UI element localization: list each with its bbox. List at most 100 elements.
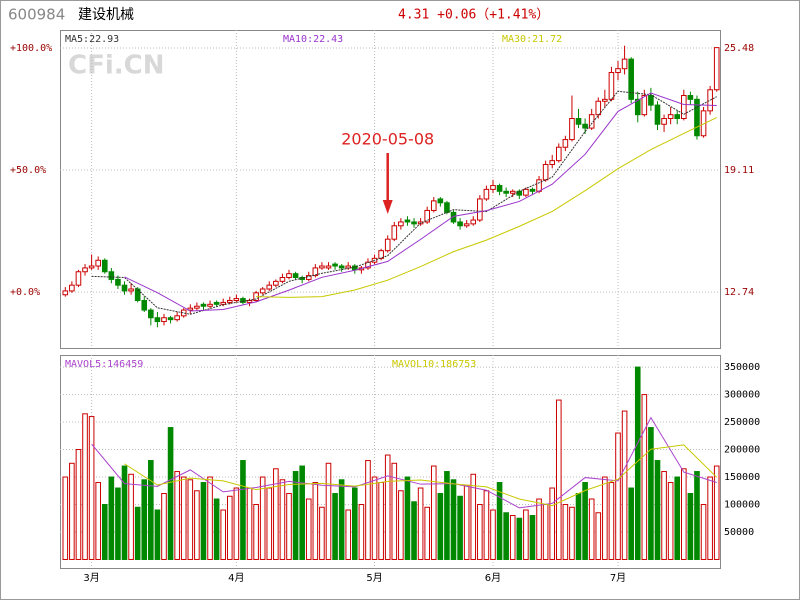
volume-bar	[266, 487, 273, 560]
candle-body	[542, 163, 549, 181]
volume-bar	[700, 504, 707, 560]
volume-bar	[477, 504, 483, 560]
volume-bar	[148, 460, 154, 560]
volume-bar	[141, 479, 148, 560]
candle-body	[575, 118, 582, 125]
volume-bar	[509, 515, 516, 560]
volume-bar	[305, 498, 312, 560]
candle-body	[319, 265, 325, 269]
candle-body	[398, 221, 404, 227]
candle-body	[246, 299, 253, 303]
volume-bar	[615, 432, 621, 560]
volume-bar	[174, 471, 180, 560]
x-tick-label: 7月	[610, 572, 626, 584]
legend-label: MA10:22.43	[283, 34, 343, 45]
candle-body	[108, 271, 115, 280]
candle-body	[411, 221, 417, 225]
ma-line	[91, 90, 717, 315]
candle-body	[490, 185, 496, 190]
candle-body	[82, 267, 88, 273]
volume-bar	[470, 473, 477, 560]
candle-body	[470, 219, 477, 225]
volume-bar	[154, 509, 161, 560]
y2-tick-label: +100.0%	[10, 43, 52, 54]
candle-body	[88, 265, 95, 269]
candle-body	[101, 259, 108, 273]
candle-body	[95, 259, 101, 267]
volume-bar	[75, 449, 82, 560]
volume-bar	[713, 465, 720, 560]
candle-body	[226, 299, 233, 303]
candle-body	[305, 275, 312, 280]
volume-bar	[82, 413, 88, 560]
candle-body	[62, 290, 69, 296]
candle-body	[424, 209, 430, 223]
volume-bar	[608, 482, 615, 560]
candle-body	[437, 198, 444, 204]
candle-body	[148, 309, 154, 319]
legend-label: MAVOL5:146459	[65, 359, 143, 370]
candle-body	[207, 303, 213, 307]
legend-label: MAVOL10:186753	[392, 359, 476, 370]
volume-bar	[299, 465, 305, 560]
volume-bar	[134, 506, 141, 560]
volume-bar	[529, 515, 536, 560]
volume-bar	[582, 482, 588, 560]
volume-bar	[115, 487, 121, 560]
volume-bar	[365, 460, 371, 560]
volume-bar	[503, 512, 509, 560]
candle-body	[154, 317, 161, 323]
ma-line	[124, 92, 717, 312]
volume-panel	[60, 355, 721, 569]
volume-bar	[437, 493, 444, 560]
annotation-arrowhead	[382, 200, 393, 214]
volume-bar	[450, 479, 457, 560]
volume-bar	[444, 471, 450, 560]
candle-body	[430, 200, 437, 211]
candle-body	[654, 104, 661, 125]
candle-body	[266, 284, 273, 290]
ma-line	[91, 416, 717, 509]
volume-bar	[128, 473, 134, 560]
volume-bar	[391, 462, 398, 560]
volume-bar	[490, 509, 496, 560]
volume-bar	[253, 504, 259, 560]
volume-bar	[398, 490, 404, 560]
volume-bar	[292, 471, 299, 560]
candle-body	[569, 118, 575, 141]
volume-bar	[411, 501, 417, 560]
candle-body	[582, 123, 588, 129]
candle-body	[549, 160, 556, 165]
x-tick-label: 5月	[366, 572, 382, 584]
candle-body	[279, 277, 286, 282]
candle-body	[391, 225, 398, 240]
candle-body	[529, 188, 536, 192]
volume-bar	[88, 416, 95, 560]
candle-body	[667, 114, 674, 120]
legend-label: MA5:22.93	[65, 34, 119, 45]
volume-bar	[207, 476, 213, 560]
candle-body	[121, 284, 128, 292]
candle-body	[161, 317, 167, 323]
candle-body	[259, 288, 266, 294]
candle-body	[457, 221, 463, 227]
x-tick-label: 6月	[485, 572, 501, 584]
y-tick-label: 300000	[724, 390, 760, 401]
candle-body	[194, 305, 200, 309]
candle-body	[325, 265, 332, 269]
volume-bar	[549, 487, 556, 560]
candle-body	[496, 185, 503, 192]
candle-body	[338, 265, 345, 269]
volume-bar	[628, 487, 634, 560]
candle-body	[200, 303, 207, 307]
volume-bar	[424, 506, 430, 560]
volume-bar	[180, 476, 187, 560]
volume-bar	[371, 476, 378, 560]
volume-bar	[641, 394, 648, 560]
candle-body	[674, 114, 681, 120]
candle-body	[134, 288, 141, 301]
candle-body	[687, 95, 694, 100]
volume-bar	[358, 504, 365, 560]
volume-bar	[226, 495, 233, 560]
